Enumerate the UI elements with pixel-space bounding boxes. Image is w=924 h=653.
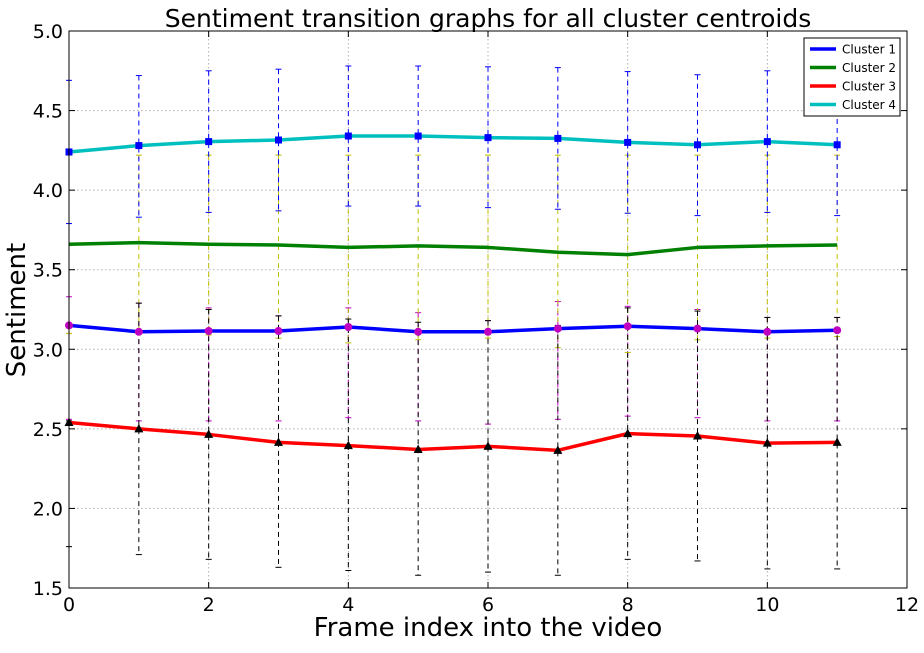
cluster-4-point — [135, 142, 143, 150]
cluster-4-point — [205, 138, 213, 146]
cluster-1-point — [414, 327, 423, 336]
cluster-1-point — [204, 326, 213, 335]
cluster-3-point — [483, 441, 493, 450]
x-axis-title: Frame index into the video — [314, 613, 663, 643]
legend-cluster-2-label: Cluster 2 — [842, 61, 896, 75]
cluster-3-point — [553, 445, 563, 454]
x-tick-label: 12 — [895, 594, 919, 616]
y-tick-label: 4.0 — [33, 180, 63, 202]
cluster-2-line — [68, 240, 838, 257]
cluster-4-point — [694, 141, 701, 149]
cluster-1-point — [134, 327, 143, 336]
y-tick-label: 2.0 — [33, 498, 63, 520]
y-tick-label: 4.5 — [33, 101, 63, 123]
y-tick-label: 5.0 — [33, 21, 63, 43]
x-tick-label: 2 — [203, 594, 215, 616]
series-markers — [64, 132, 842, 454]
cluster-1-line — [68, 323, 838, 334]
y-tick-label: 3.0 — [33, 339, 63, 361]
cluster-1-point — [833, 326, 842, 335]
legend-cluster-1-label: Cluster 1 — [842, 43, 896, 57]
cluster-4-point — [275, 136, 282, 144]
x-tick-label: 6 — [482, 594, 494, 616]
cluster-1-point — [344, 323, 353, 332]
cluster-4-point — [833, 141, 841, 149]
x-tick-label: 4 — [342, 594, 354, 616]
cluster-3-point — [343, 440, 353, 450]
cluster-3-point — [693, 431, 702, 440]
y-tick-label: 1.5 — [33, 578, 63, 600]
x-tick-label: 8 — [622, 594, 634, 616]
cluster-1-point — [693, 324, 702, 333]
legend: Cluster 1 Cluster 2 Cluster 3 Cluster 4 — [803, 37, 901, 117]
cluster-1-point — [763, 327, 772, 336]
cluster-3-line — [68, 420, 838, 453]
cluster-1-point — [553, 324, 562, 333]
cluster-1-point — [484, 327, 492, 336]
cluster-1-point — [623, 322, 632, 331]
cluster-3-point — [134, 423, 144, 433]
cluster-3-point — [413, 444, 423, 454]
y-tick-label: 3.5 — [33, 260, 63, 282]
cluster-1-point — [274, 326, 283, 335]
x-tick-label: 10 — [755, 594, 779, 616]
cluster-3-point — [762, 438, 772, 447]
cluster-4-line — [68, 134, 838, 154]
cluster-4-point — [554, 134, 562, 142]
cluster-3-point — [623, 428, 633, 438]
series-lines — [68, 134, 838, 453]
cluster-3-point — [274, 437, 283, 446]
y-tick-label: 2.5 — [33, 419, 63, 441]
cluster-3-point — [832, 437, 842, 446]
legend-cluster-3-label: Cluster 3 — [842, 80, 896, 94]
x-tick-label: 0 — [63, 594, 75, 616]
axis-ticks: 0 2 4 6 8 10 12 1.5 2.0 2.5 3.0 3.5 4.0 4.5 5.0 — [33, 21, 919, 616]
legend-cluster-4-label: Cluster 4 — [842, 98, 896, 112]
cluster-4-point — [624, 138, 632, 146]
cluster-4-point — [763, 138, 771, 146]
chart-title: Sentiment transition graphs for all clus… — [165, 4, 811, 33]
cluster-4-point — [484, 134, 492, 142]
y-axis-title: Sentiment — [2, 243, 32, 377]
cluster-3-point — [204, 429, 214, 438]
cluster-4-point — [344, 132, 352, 140]
cluster-4-point — [414, 132, 422, 140]
